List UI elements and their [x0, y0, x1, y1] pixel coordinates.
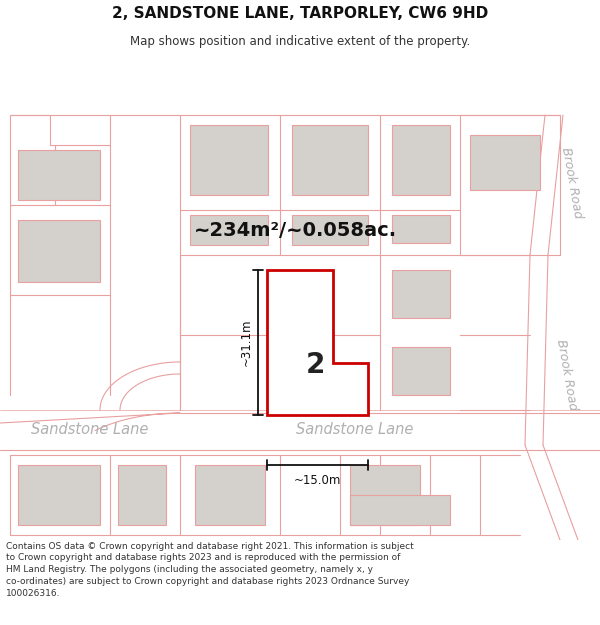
Bar [18, 150, 100, 200]
Bar [392, 347, 450, 395]
Text: ~15.0m: ~15.0m [294, 474, 341, 488]
Text: Brook Road: Brook Road [559, 146, 584, 219]
Bar [392, 125, 450, 195]
Bar [392, 270, 450, 318]
Bar [292, 125, 368, 195]
Bar [470, 135, 540, 190]
Bar [350, 465, 420, 525]
Bar [118, 465, 166, 525]
Polygon shape [267, 270, 368, 415]
Text: ~234m²/~0.058ac.: ~234m²/~0.058ac. [193, 221, 397, 239]
Bar [195, 465, 265, 525]
Text: Sandstone Lane: Sandstone Lane [296, 422, 413, 437]
Bar [18, 465, 100, 525]
Bar [292, 215, 368, 245]
Text: Brook Road: Brook Road [554, 338, 580, 412]
Text: Contains OS data © Crown copyright and database right 2021. This information is : Contains OS data © Crown copyright and d… [6, 542, 414, 598]
Text: ~31.1m: ~31.1m [239, 319, 253, 366]
Bar [190, 125, 268, 195]
Bar [18, 220, 100, 282]
Text: 2: 2 [305, 351, 325, 379]
Text: Map shows position and indicative extent of the property.: Map shows position and indicative extent… [130, 35, 470, 48]
Bar [350, 495, 450, 525]
Text: 2, SANDSTONE LANE, TARPORLEY, CW6 9HD: 2, SANDSTONE LANE, TARPORLEY, CW6 9HD [112, 6, 488, 21]
Bar [392, 215, 450, 243]
Bar [190, 215, 268, 245]
Text: Sandstone Lane: Sandstone Lane [31, 422, 149, 437]
